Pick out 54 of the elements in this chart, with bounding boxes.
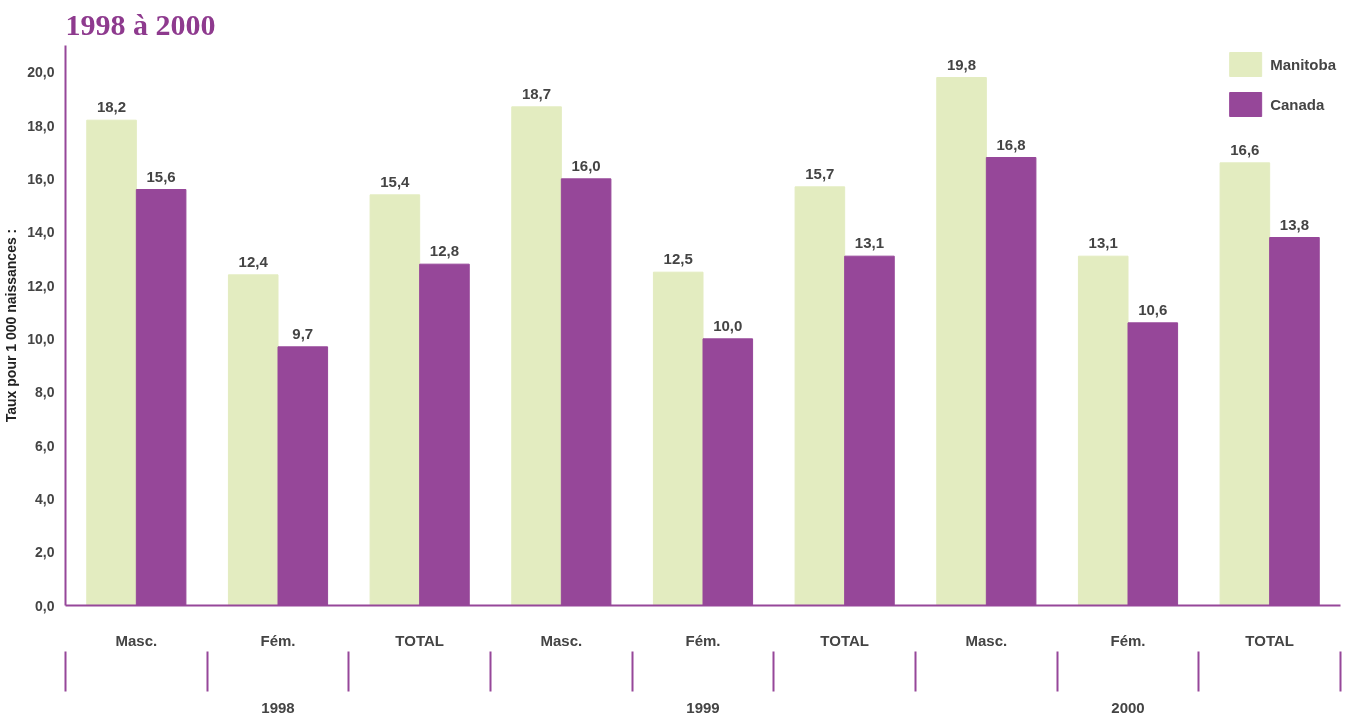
- data-label: 16,6: [1230, 140, 1260, 158]
- data-label: 19,8: [946, 55, 977, 73]
- x-tick-label: Fém.: [685, 631, 721, 649]
- y-tick-label: 6,0: [35, 437, 55, 454]
- data-label: 10,0: [713, 316, 743, 334]
- data-label: 13,8: [1279, 215, 1310, 233]
- text: 1999: [686, 698, 720, 716]
- x-tick-label: TOTAL: [395, 631, 444, 649]
- legend-label: Manitoba: [1270, 55, 1336, 73]
- y-tick-label: 14,0: [27, 224, 55, 241]
- x-tick-label: TOTAL: [820, 631, 869, 649]
- legend-label: Canada: [1270, 95, 1325, 113]
- data-label: 12,4: [238, 252, 269, 270]
- y-tick-label: 12,0: [27, 277, 55, 294]
- y-tick-label: 4,0: [35, 490, 55, 507]
- bar: [511, 106, 562, 606]
- data-label: 15,4: [380, 172, 411, 190]
- bar: [227, 274, 279, 606]
- y-tick-label: 8,0: [35, 384, 55, 401]
- data-label: 13,1: [1088, 234, 1118, 252]
- data-label: 15,6: [146, 167, 176, 185]
- data-label: 18,2: [96, 98, 127, 116]
- bar: [86, 119, 137, 606]
- y-tick-label: 0,0: [35, 597, 55, 614]
- x-tick-label: TOTAL: [1245, 631, 1294, 649]
- text: 1998: [261, 698, 295, 716]
- y-tick-label: 18,0: [27, 117, 55, 134]
- data-label: 9,7: [292, 324, 314, 342]
- data-label: 18,7: [521, 84, 552, 102]
- data-label: 16,0: [571, 156, 601, 174]
- x-tick-label: Fém.: [1110, 631, 1146, 649]
- y-tick-label: 2,0: [35, 544, 55, 561]
- x-tick-label: Masc.: [540, 631, 583, 649]
- y-tick-label: 10,0: [27, 330, 55, 347]
- x-tick-label: Masc.: [965, 631, 1008, 649]
- y-tick-label: 16,0: [27, 170, 55, 187]
- text: 2000: [1111, 698, 1145, 716]
- bar: [369, 194, 421, 606]
- y-tick-label: 20,0: [27, 64, 55, 81]
- y-axis-title: Taux pour 1 000 naissances :: [3, 228, 20, 423]
- bar: [1219, 162, 1271, 606]
- bar: [1077, 255, 1129, 606]
- data-label: 13,1: [854, 234, 885, 252]
- data-label: 12,5: [663, 250, 693, 268]
- data-label: 10,6: [1138, 300, 1168, 318]
- bar: [794, 186, 846, 606]
- bar: [936, 77, 987, 606]
- data-label: 15,7: [805, 164, 835, 182]
- x-tick-label: Masc.: [115, 631, 158, 649]
- bar: [652, 271, 704, 606]
- chart-title: 1998 à 2000: [65, 7, 216, 41]
- data-label: 16,8: [996, 135, 1026, 153]
- x-tick-label: Fém.: [260, 631, 296, 649]
- data-label: 12,8: [429, 242, 460, 260]
